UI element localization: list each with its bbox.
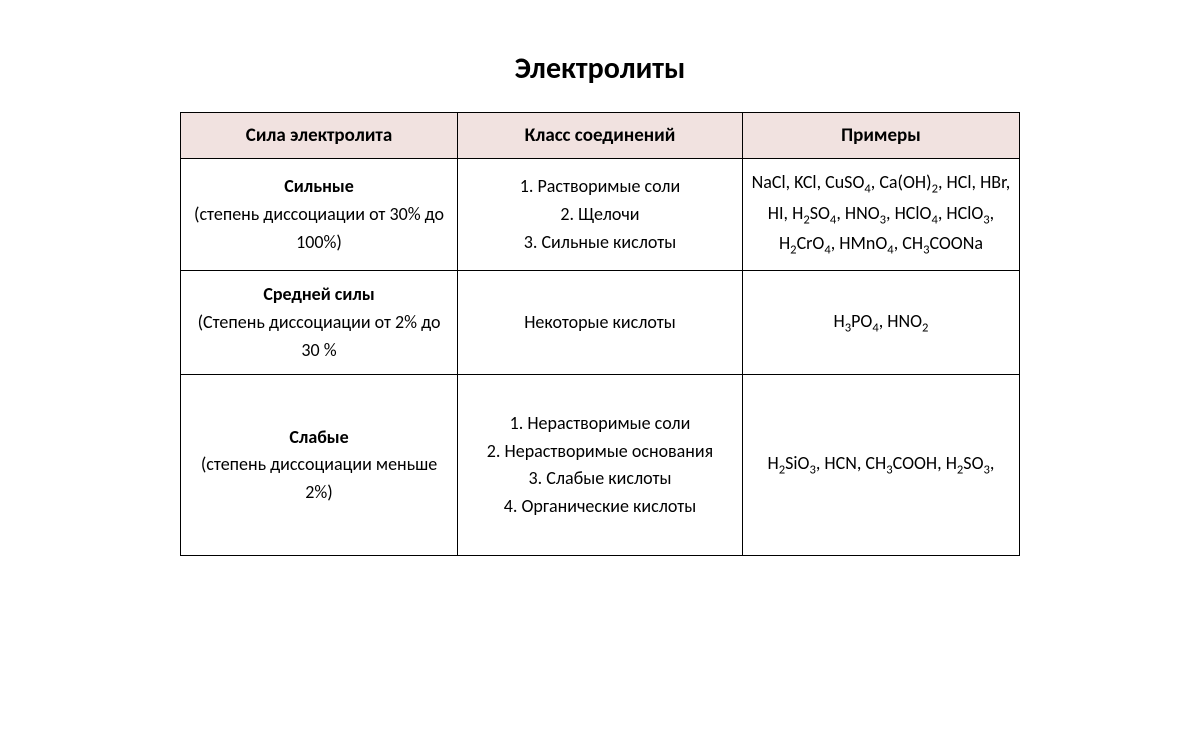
cell-examples: H3PO4, HNO2 (742, 270, 1019, 375)
class-item: 1. Нерастворимые соли (466, 410, 734, 438)
strength-sub: (степень диссоциации от 30% до 100%) (189, 201, 449, 257)
electrolytes-table: Сила электролита Класс соединений Пример… (180, 112, 1020, 556)
col-header-class: Класс соединений (458, 113, 743, 159)
strength-title: Средней силы (189, 281, 449, 309)
cell-class: 1. Растворимые соли 2. Щелочи 3. Сильные… (458, 159, 743, 270)
class-item: 2. Нерастворимые основания (466, 438, 734, 466)
class-list: 1. Нерастворимые соли 2. Нерастворимые о… (466, 410, 734, 522)
class-item: 3. Слабые кислоты (466, 465, 734, 493)
table-row: Средней силы (Степень диссоциации от 2% … (181, 270, 1020, 375)
cell-class: 1. Нерастворимые соли 2. Нерастворимые о… (458, 375, 743, 556)
page: Электролиты Сила электролита Класс соеди… (0, 0, 1200, 556)
cell-examples: NaCl, KCl, CuSO4, Ca(OH)2, HCl, HBr, HI,… (742, 159, 1019, 270)
table-header-row: Сила электролита Класс соединений Пример… (181, 113, 1020, 159)
cell-examples: H2SiO3, HCN, CH3COOH, H2SO3, (742, 375, 1019, 556)
class-list: 1. Растворимые соли 2. Щелочи 3. Сильные… (466, 173, 734, 257)
table-row: Слабые (степень диссоциации меньше 2%) 1… (181, 375, 1020, 556)
strength-sub: (Степень диссоциации от 2% до 30 % (189, 309, 449, 365)
class-list: Некоторые кислоты (466, 309, 734, 337)
strength-title: Слабые (189, 424, 449, 452)
strength-sub: (степень диссоциации меньше 2%) (189, 451, 449, 507)
class-item: 1. Растворимые соли (466, 173, 734, 201)
class-item: 4. Органические кислоты (466, 493, 734, 521)
col-header-examples: Примеры (742, 113, 1019, 159)
cell-strength: Слабые (степень диссоциации меньше 2%) (181, 375, 458, 556)
table-row: Сильные (степень диссоциации от 30% до 1… (181, 159, 1020, 270)
col-header-strength: Сила электролита (181, 113, 458, 159)
class-item: Некоторые кислоты (466, 309, 734, 337)
class-item: 2. Щелочи (466, 201, 734, 229)
cell-class: Некоторые кислоты (458, 270, 743, 375)
page-title: Электролиты (180, 50, 1020, 87)
cell-strength: Сильные (степень диссоциации от 30% до 1… (181, 159, 458, 270)
cell-strength: Средней силы (Степень диссоциации от 2% … (181, 270, 458, 375)
class-item: 3. Сильные кислоты (466, 229, 734, 257)
strength-title: Сильные (189, 173, 449, 201)
